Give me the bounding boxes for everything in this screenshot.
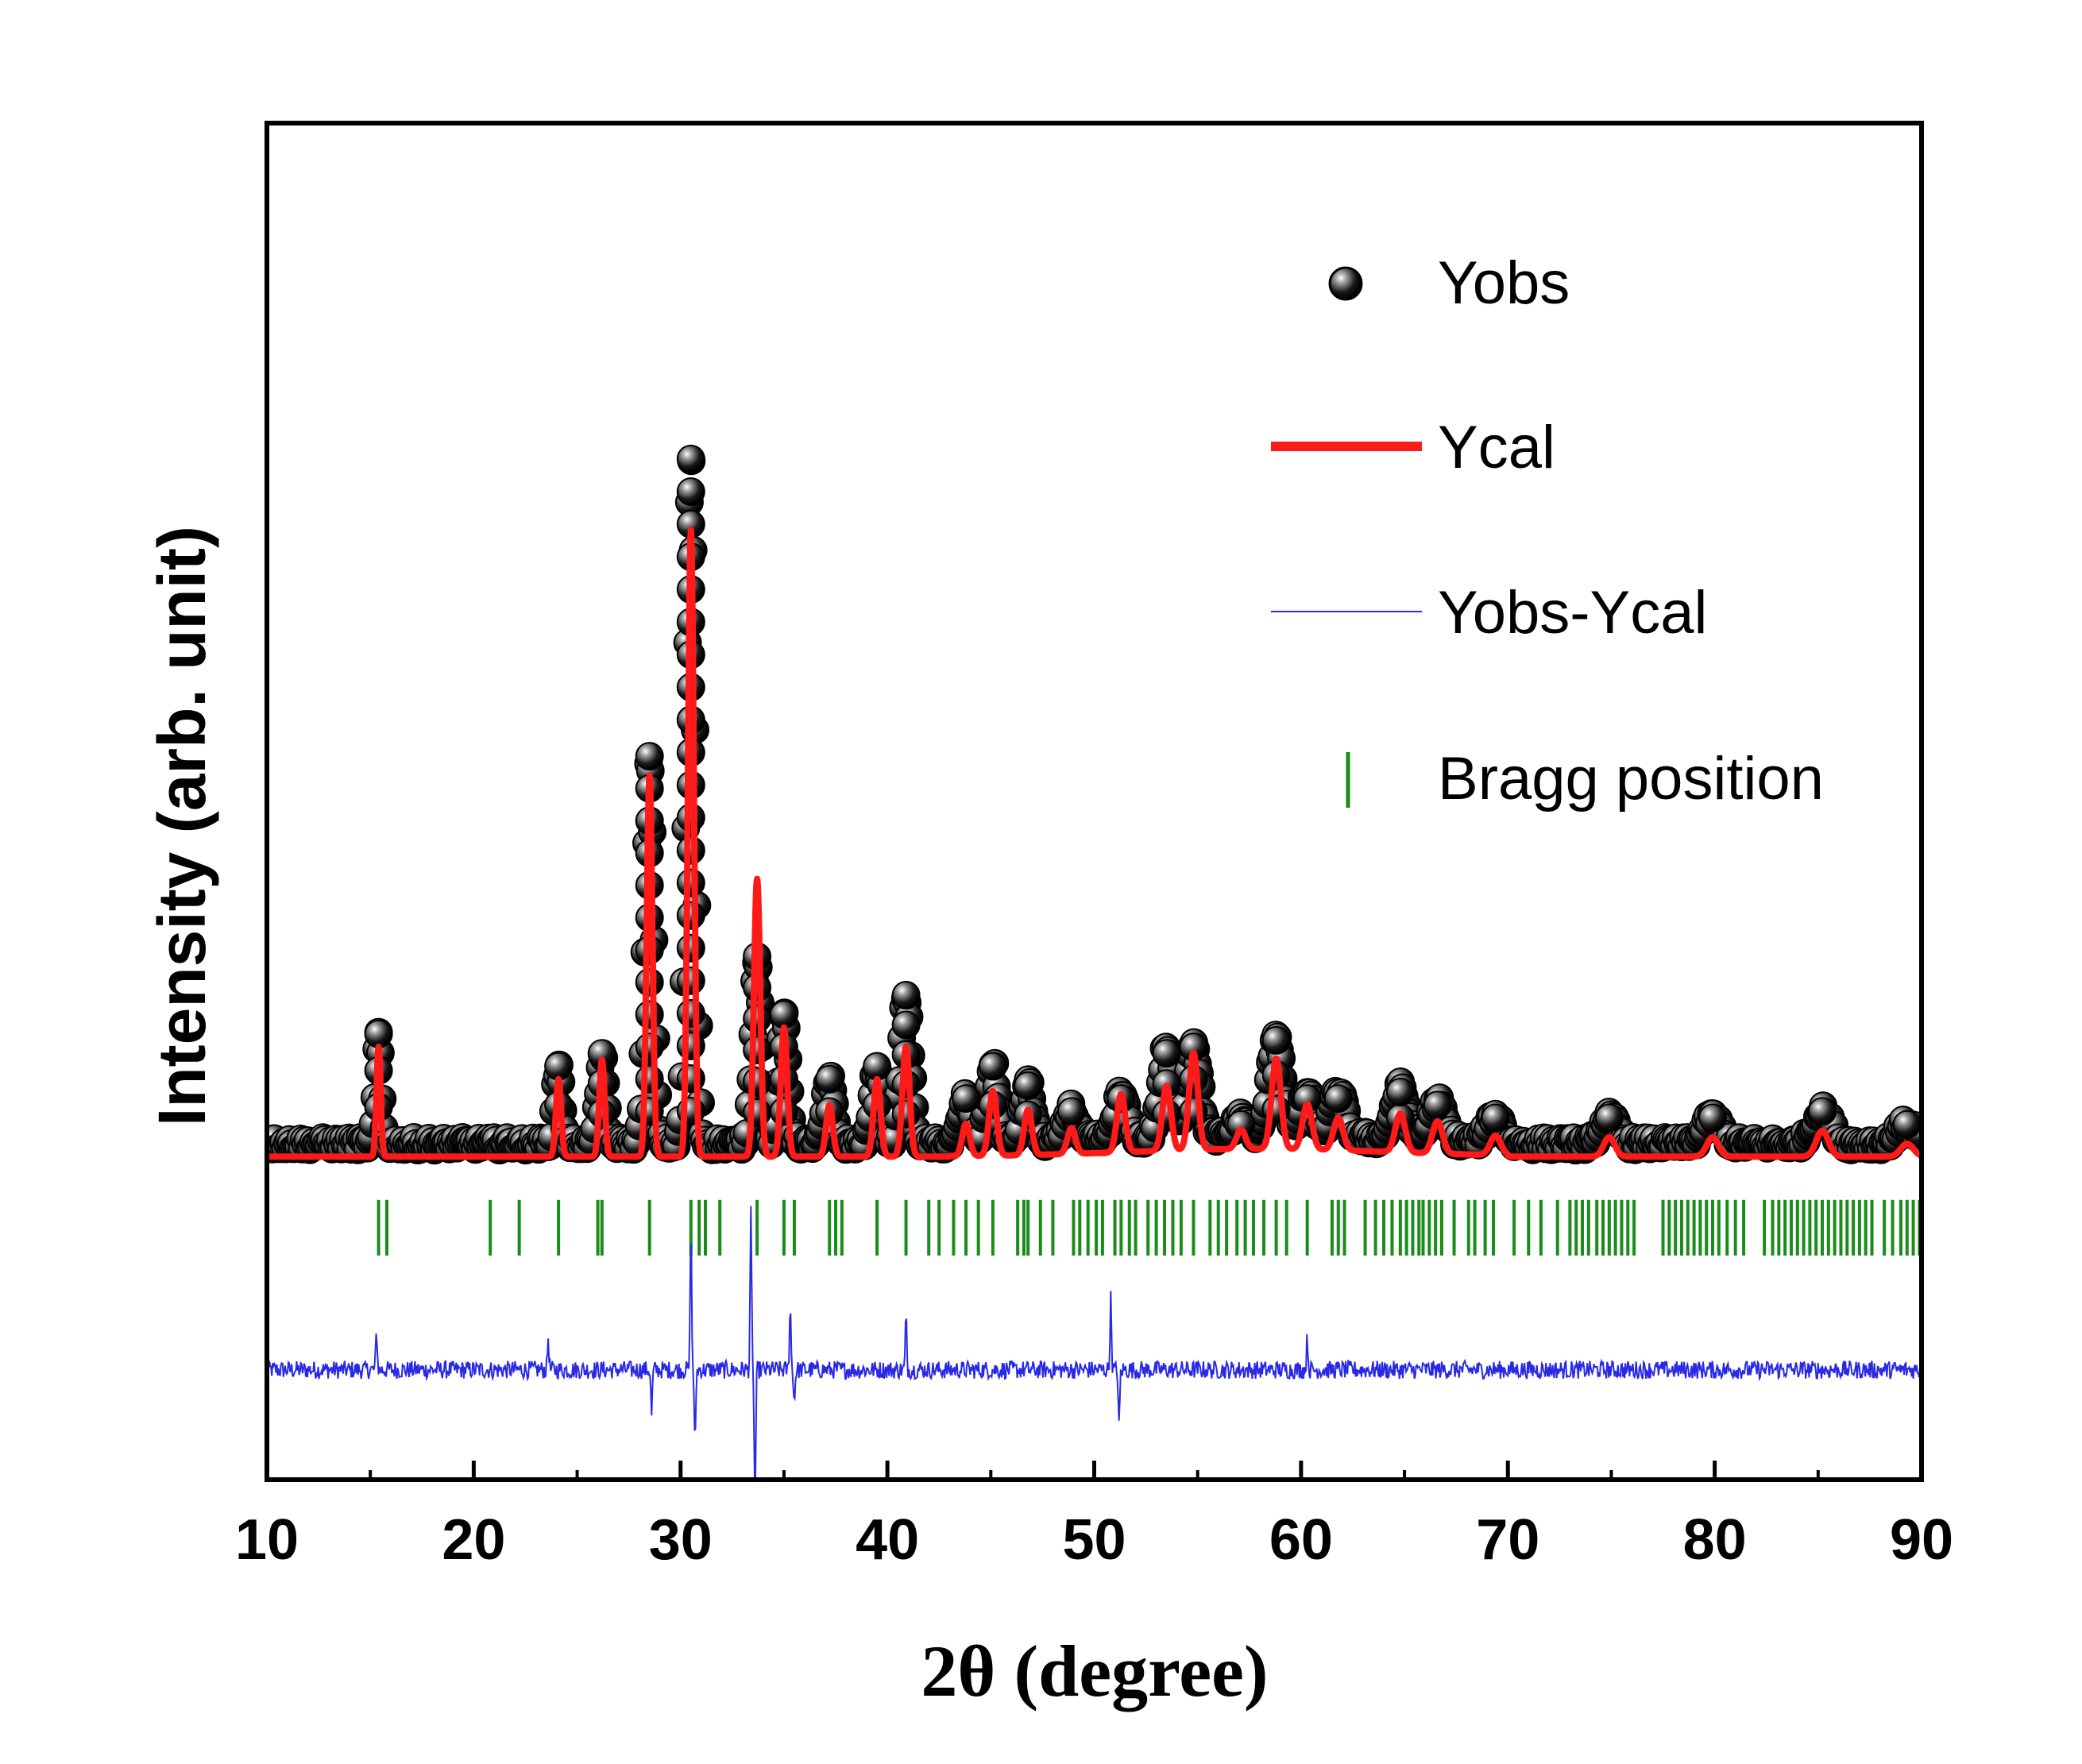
x-tick-label: 50 <box>1062 1508 1126 1572</box>
yobs-point <box>743 1004 772 1033</box>
legend-bragg-label: Bragg position <box>1438 745 1824 813</box>
bragg-position-series <box>377 1199 1922 1256</box>
y-axis-title: Intensity (arb. unit) <box>145 526 219 1126</box>
plot-area <box>268 444 1922 1480</box>
difference-line <box>268 1206 1922 1480</box>
x-axis-title: 2θ (degree) <box>921 1631 1268 1712</box>
yobs-point <box>676 901 705 930</box>
yobs-point <box>1423 1090 1452 1120</box>
yobs-point <box>676 836 705 865</box>
yobs-point <box>364 1019 393 1048</box>
yobs-point <box>891 1010 921 1040</box>
yobs-point <box>769 1097 798 1126</box>
ycal-line <box>268 527 1922 1160</box>
yobs-point <box>743 1067 772 1096</box>
yobs-point <box>1261 1025 1291 1055</box>
yobs-point <box>978 1052 1007 1081</box>
yobs-point <box>1385 1078 1415 1106</box>
difference-series <box>268 1206 1922 1480</box>
yobs-point <box>1056 1097 1086 1126</box>
x-tick-label: 70 <box>1476 1508 1539 1572</box>
yobs-point <box>635 967 664 997</box>
yobs-point <box>676 998 705 1028</box>
legend-diff-label: Yobs-Ycal <box>1438 579 1707 647</box>
yobs-point <box>769 1000 798 1029</box>
yobs-point <box>544 1052 574 1081</box>
x-tick-label: 60 <box>1269 1508 1333 1572</box>
x-tick-label: 90 <box>1890 1508 1953 1572</box>
yobs-point <box>743 1036 772 1065</box>
legend-yobs-marker <box>1328 266 1363 301</box>
x-tick-label: 30 <box>649 1508 713 1572</box>
yobs-point <box>1152 1039 1181 1068</box>
yobs-point <box>815 1064 844 1094</box>
yobs-point <box>676 444 705 473</box>
yobs-point <box>676 966 705 995</box>
yobs-point <box>676 1031 705 1060</box>
yobs-point <box>676 868 705 897</box>
yobs-point <box>635 742 664 771</box>
yobs-point <box>1014 1071 1043 1100</box>
legend-ycal-label: Ycal <box>1438 414 1555 481</box>
yobs-point <box>1323 1084 1353 1114</box>
yobs-point <box>635 1064 664 1094</box>
yobs-point <box>952 1084 981 1114</box>
yobs-point <box>676 477 705 506</box>
yobs-point <box>1594 1103 1624 1133</box>
yobs-point <box>676 933 705 963</box>
yobs-point <box>676 1064 705 1093</box>
yobs-point <box>863 1052 892 1081</box>
yobs-point <box>1808 1097 1837 1126</box>
x-axis: 10 20 30 40 50 60 70 80 90 <box>235 1461 1953 1572</box>
yobs-point <box>635 1000 664 1029</box>
yobs-point <box>1226 1110 1256 1139</box>
yobs-point <box>1892 1110 1922 1139</box>
legend-yobs-label: Yobs <box>1438 249 1570 317</box>
yobs-point <box>1481 1103 1510 1133</box>
x-tick-label: 20 <box>442 1508 505 1572</box>
x-tick-label: 80 <box>1683 1508 1747 1572</box>
yobs-point <box>1698 1103 1727 1133</box>
ycal-series <box>268 527 1922 1160</box>
x-tick-label: 10 <box>235 1508 299 1572</box>
x-tick-label: 40 <box>856 1508 919 1572</box>
yobs-point <box>891 981 921 1009</box>
yobs-point <box>891 1099 921 1129</box>
yobs-point <box>635 1033 664 1062</box>
yobs-point <box>1152 1099 1181 1129</box>
yobs-point <box>635 1097 664 1126</box>
legend: Yobs Ycal Yobs-Ycal Bragg position <box>1271 249 1824 813</box>
